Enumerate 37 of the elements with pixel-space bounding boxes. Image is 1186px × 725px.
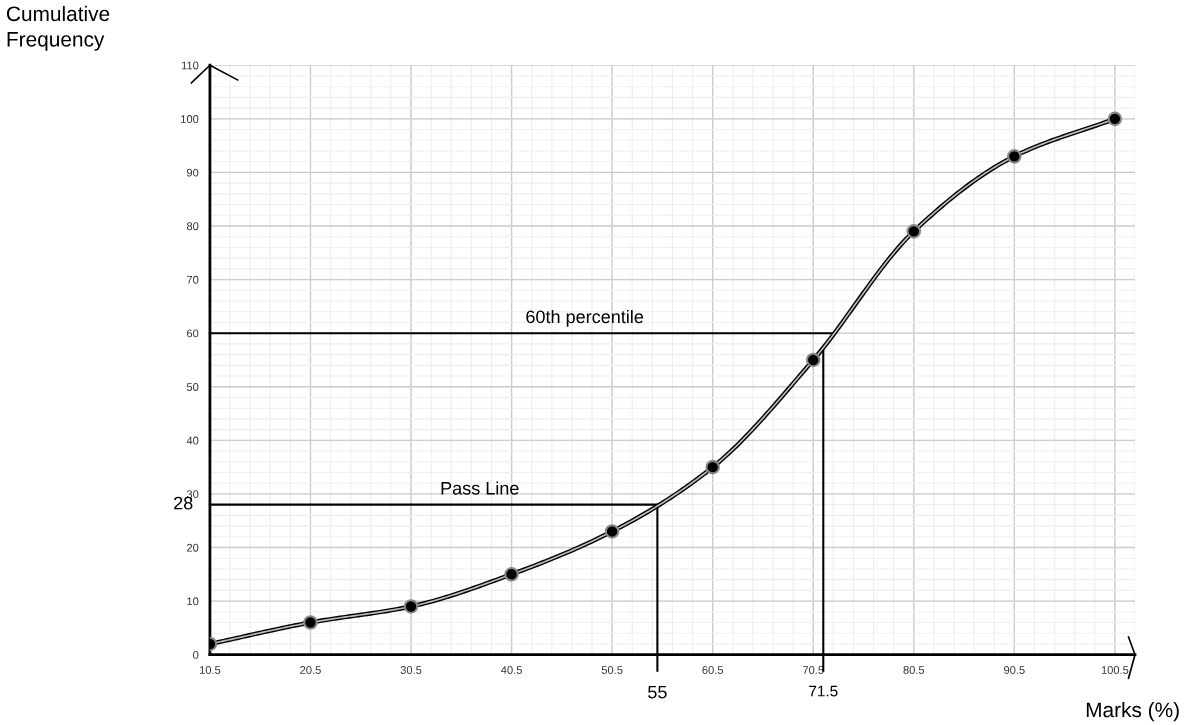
x-tick-label: 100.5 xyxy=(1101,666,1129,674)
ref-line-label: Pass Line xyxy=(441,481,519,495)
y-tick-label: 110 xyxy=(181,61,199,70)
point xyxy=(403,599,419,614)
x-tick-label: 40.5 xyxy=(501,666,522,674)
x-tick-label: 20.5 xyxy=(300,666,321,674)
y-tick-label: 60 xyxy=(187,329,199,338)
annotation: 28 xyxy=(174,496,193,510)
y-tick-label: 70 xyxy=(187,275,199,284)
point xyxy=(705,459,720,475)
point xyxy=(1007,149,1022,164)
x-tick-label: 60.5 xyxy=(702,666,724,674)
y-axis-title: Cumulative Frequency xyxy=(6,5,110,51)
x-axis-title: Marks (%) xyxy=(1086,701,1179,722)
ref-line-label: 71.5 xyxy=(809,685,838,697)
y-tick-label: 50 xyxy=(186,383,199,391)
x-tick-label: 80.5 xyxy=(903,666,925,674)
y-tick-label: 40 xyxy=(186,436,199,445)
y-tick-label: 0 xyxy=(193,650,199,659)
y-tick-label: 100 xyxy=(181,115,199,123)
ref-line-label: 55 xyxy=(648,685,667,699)
y-tick-label: 10 xyxy=(187,597,199,606)
ref-line-label: 60th percentile xyxy=(526,309,644,327)
y-tick-label: 80 xyxy=(186,222,199,231)
x-tick-label: 70.5 xyxy=(802,666,824,674)
x-tick-label: 50.5 xyxy=(601,666,623,674)
x-tick-label: 90.5 xyxy=(1004,666,1025,674)
x-tick-label: 10.5 xyxy=(199,666,221,674)
y-tick-label: 20 xyxy=(187,543,199,552)
y-tick-label: 90 xyxy=(186,168,199,177)
point xyxy=(1107,111,1123,127)
x-tick-label: 30.5 xyxy=(400,666,422,674)
point xyxy=(906,224,922,239)
point xyxy=(604,524,620,539)
point xyxy=(805,352,821,368)
point xyxy=(504,567,519,582)
point xyxy=(303,615,318,630)
